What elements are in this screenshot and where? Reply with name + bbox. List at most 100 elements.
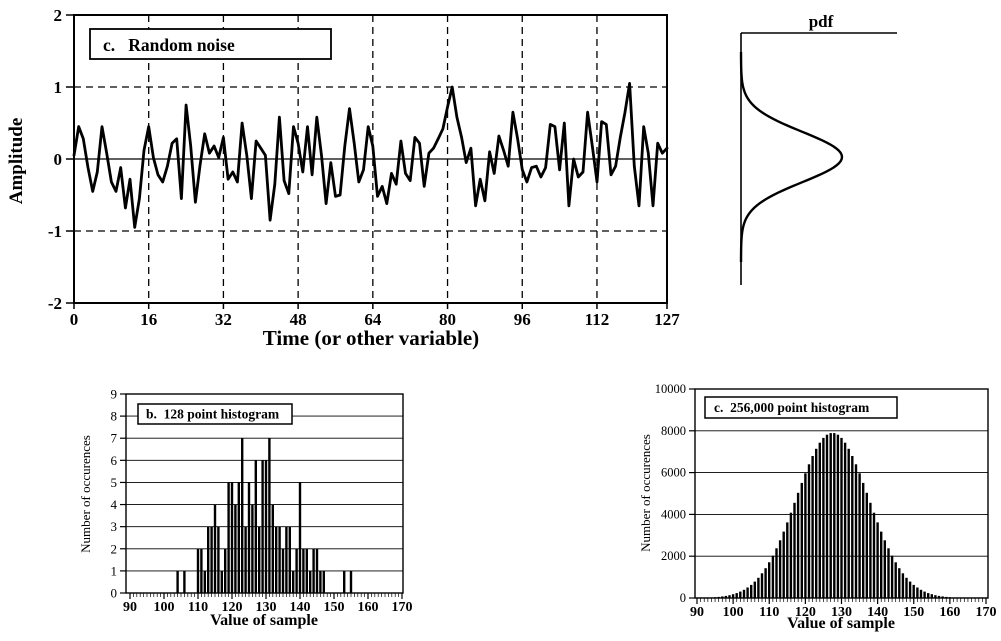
tick-label: 110	[188, 600, 208, 615]
tick-label: 48	[290, 310, 307, 329]
hist-bar	[862, 482, 865, 598]
tick-label: 112	[585, 310, 610, 329]
tick-label: 10000	[655, 382, 686, 396]
tick-label: 8000	[661, 424, 686, 438]
hist-bar	[292, 570, 295, 593]
tick-label: 150	[903, 605, 924, 620]
histogram-128-frame	[125, 393, 404, 594]
histogram-128-y-axis-label: Number of occurences	[78, 435, 93, 553]
hist-bar	[713, 597, 717, 598]
noise-waveform	[72, 82, 669, 229]
hist-bar	[854, 464, 858, 598]
tick-label: 140	[867, 605, 888, 620]
hist-bar	[241, 438, 244, 593]
tick-label: 2	[54, 6, 63, 25]
tick-label: 160	[939, 605, 960, 620]
hist-bar	[746, 587, 749, 598]
hist-bar	[343, 570, 346, 593]
hist-bar	[200, 548, 203, 593]
hist-bar	[217, 526, 220, 593]
hist-bar	[706, 597, 709, 598]
tick-label: 90	[690, 605, 704, 620]
noise-waveform-group	[72, 82, 669, 229]
hist-bar	[908, 581, 912, 598]
hist-bar	[847, 448, 850, 598]
hist-bar	[840, 437, 843, 598]
hist-bar	[818, 442, 821, 598]
hist-bar	[836, 434, 840, 598]
histogram-128-plot: 0 1 2 3 4 5 6 7 8 9 90 100 110 120 130 140 150 160 170 b. …	[78, 387, 413, 630]
tick-label: 100	[154, 600, 175, 615]
hist-bar	[724, 595, 728, 598]
hist-bar	[302, 548, 305, 593]
tick-label: 0	[680, 591, 686, 605]
tick-label: 170	[976, 605, 997, 620]
hist-bar	[309, 570, 312, 593]
hist-bar	[757, 577, 760, 598]
hist-bar	[264, 460, 268, 593]
hist-bar	[804, 473, 807, 598]
hist-bar	[981, 597, 984, 598]
pdf-curve	[739, 52, 844, 262]
tick-label: 120	[795, 605, 816, 620]
hist-bar	[251, 504, 254, 593]
noise-x-axis-label: Time (or other variable)	[263, 326, 479, 350]
hist-bar	[298, 482, 302, 593]
hist-bar	[952, 597, 955, 598]
hist-bar	[948, 597, 952, 598]
hist-bar	[315, 548, 319, 593]
tick-label: 7	[111, 431, 118, 446]
hist-bar	[247, 482, 251, 593]
hist-bar	[721, 596, 724, 598]
hist-bar	[771, 555, 775, 598]
tick-label: 120	[222, 600, 243, 615]
hist-bar	[858, 473, 861, 598]
hist-bar	[851, 456, 854, 598]
hist-bar	[966, 597, 970, 598]
tick-label: 4000	[661, 507, 686, 521]
tick-label: 3	[111, 519, 118, 534]
hist-bar	[312, 548, 315, 593]
histogram-256k-x-axis-label: Value of sample	[787, 615, 895, 632]
hist-bar	[750, 584, 753, 598]
hist-bar	[710, 597, 713, 598]
hist-bar	[872, 512, 876, 598]
hist-bar	[829, 433, 832, 598]
hist-bar	[261, 460, 264, 593]
hist-bar	[923, 591, 926, 598]
histogram-256k-label-box	[704, 396, 898, 419]
hist-bar	[919, 589, 923, 598]
hist-bar	[699, 597, 702, 598]
noise-y-axis-label: Amplitude	[6, 118, 27, 205]
noise-gridlines	[74, 15, 667, 303]
histogram-128-ticks: 0 1 2 3 4 5 6 7 8 9 90 100 110 120 130 140 150 160 170	[111, 387, 413, 616]
hist-bar	[811, 456, 814, 598]
hist-bar	[865, 492, 868, 598]
hist-bar	[735, 593, 738, 598]
hist-bar	[905, 577, 908, 598]
tick-label: 0	[111, 586, 118, 601]
histogram-256k-panel-label: c. 256,000 point histogram	[714, 400, 870, 415]
hist-bar	[898, 568, 901, 598]
hist-bar	[224, 548, 227, 593]
hist-bar	[234, 504, 237, 593]
hist-bar	[254, 460, 257, 593]
noise-label-box	[89, 28, 332, 60]
hist-bar	[822, 437, 825, 598]
hist-bar	[695, 597, 699, 598]
hist-bar	[220, 570, 223, 593]
hist-bar	[887, 548, 890, 598]
hist-bar	[959, 597, 962, 598]
hist-bar	[237, 482, 240, 593]
hist-bar	[876, 522, 879, 598]
tick-label: 16	[140, 310, 157, 329]
histogram-128-label-box	[137, 403, 293, 425]
hist-bar	[963, 597, 966, 598]
hist-bar	[319, 570, 322, 593]
histogram-256k-ticks: 0 2000 4000 6000 8000 10000 90 100 110 120 130 140 1…	[655, 382, 997, 620]
histogram-128-x-axis-label: Value of sample	[210, 612, 318, 629]
hist-bar	[739, 591, 742, 598]
noise-panel-label: c. Random noise	[103, 35, 235, 55]
tick-label: 90	[123, 600, 137, 615]
